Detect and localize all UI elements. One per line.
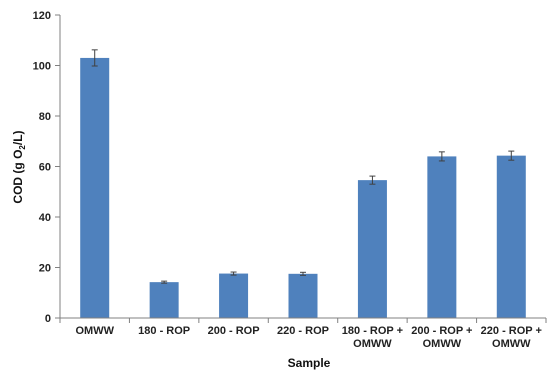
y-tick-label: 20 <box>39 263 51 275</box>
bar <box>288 273 318 318</box>
error-bar <box>508 150 515 161</box>
bar <box>357 180 387 318</box>
error-bar <box>161 280 168 284</box>
error-bars-group <box>91 49 515 284</box>
x-tick-label-line: OMWW <box>492 338 531 350</box>
bar <box>496 155 526 318</box>
y-tick-labels: 0 20 40 60 80 100 120 <box>33 10 51 325</box>
x-tick-label: 180 - ROP <box>138 325 190 337</box>
x-tick-label: 220 - ROP + OMWW <box>481 325 542 350</box>
y-axis-title-subscript: 2 <box>18 145 27 150</box>
x-tick-label-line: 220 - ROP + <box>481 325 542 337</box>
x-tick-label-line: OMWW <box>353 338 392 350</box>
axes-group <box>55 14 547 323</box>
y-tick-label: 60 <box>39 162 51 174</box>
y-tick-label: 100 <box>33 61 51 73</box>
x-tick-label-line: OMWW <box>75 325 114 337</box>
x-tick-label-line: 220 - ROP <box>277 325 329 337</box>
error-bar <box>369 175 376 185</box>
error-bar <box>91 49 98 67</box>
bars-group <box>80 57 526 319</box>
x-tick-label-line: 180 - ROP <box>138 325 190 337</box>
x-tick-label: 220 - ROP <box>277 325 329 337</box>
x-tick-label-line: OMWW <box>423 338 462 350</box>
bar <box>149 282 179 318</box>
y-tick-label: 80 <box>39 111 51 123</box>
y-axis-title-suffix: /L) <box>11 130 25 145</box>
error-bar <box>300 271 306 276</box>
bar <box>80 57 110 319</box>
x-tick-label-line: 180 - ROP + <box>342 325 403 337</box>
x-tick-label-line: 200 - ROP + <box>411 325 472 337</box>
x-tick-label: OMWW <box>75 325 114 337</box>
x-tick-label: 200 - ROP + OMWW <box>411 325 472 350</box>
x-axis-title: Sample <box>288 356 331 370</box>
y-axis-title-prefix: COD (g O <box>11 150 25 204</box>
error-bar <box>230 271 237 276</box>
x-tick-label-line: 200 - ROP <box>208 325 260 337</box>
error-bar <box>438 151 445 162</box>
bar <box>427 156 457 318</box>
x-tick-label: 200 - ROP <box>208 325 260 337</box>
y-tick-label: 40 <box>39 212 51 224</box>
bar <box>219 273 249 318</box>
x-tick-labels: OMWW 180 - ROP 200 - ROP 220 - ROP 180 - ROP… <box>75 325 541 350</box>
y-axis-title: COD (g O2/L) <box>11 130 27 203</box>
y-tick-label: 0 <box>45 313 51 325</box>
x-tick-label: 180 - ROP + OMWW <box>342 325 403 350</box>
y-tick-label: 120 <box>33 10 51 22</box>
